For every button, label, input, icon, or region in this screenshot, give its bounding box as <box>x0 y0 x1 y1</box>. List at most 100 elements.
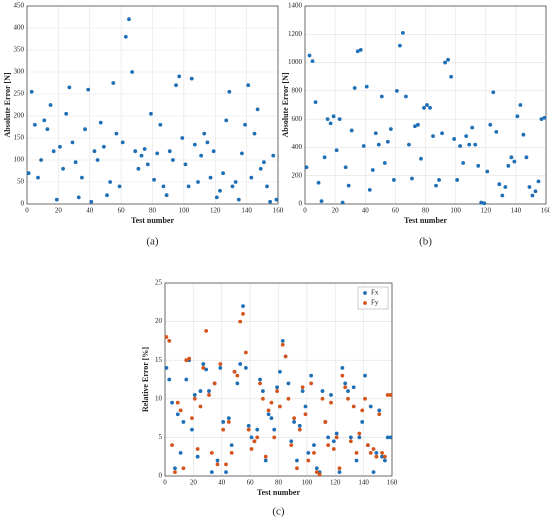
point <box>80 175 84 180</box>
point <box>428 105 432 110</box>
point <box>434 183 438 188</box>
x-tick-label: 140 <box>358 479 369 487</box>
point <box>361 144 366 148</box>
point <box>343 165 348 170</box>
point <box>161 184 166 189</box>
point <box>380 454 384 459</box>
legend-marker <box>363 291 367 295</box>
point <box>394 88 399 93</box>
x-tick-label: 80 <box>275 479 283 487</box>
x-tick-label: 100 <box>450 207 461 215</box>
point <box>413 124 417 129</box>
point <box>252 131 257 136</box>
point <box>178 450 183 455</box>
point <box>518 103 523 107</box>
legend-label: Fy <box>371 299 379 307</box>
point <box>385 139 390 144</box>
x-tick-label: 80 <box>149 207 157 215</box>
point <box>334 435 339 440</box>
point <box>351 404 356 409</box>
point <box>401 30 405 35</box>
point <box>422 105 426 110</box>
point <box>309 381 314 386</box>
point <box>464 134 469 139</box>
point <box>218 362 223 366</box>
point <box>233 180 238 184</box>
point <box>515 114 520 119</box>
point <box>326 435 331 440</box>
point <box>263 454 268 459</box>
point <box>351 385 356 390</box>
point <box>340 200 345 205</box>
point <box>142 147 147 151</box>
y-tick-label: 200 <box>14 112 25 120</box>
caption: (c) <box>272 506 285 518</box>
point <box>192 142 197 147</box>
point <box>340 366 345 370</box>
x-tick-label: 20 <box>332 207 340 215</box>
point <box>309 373 314 378</box>
point <box>320 389 325 393</box>
point <box>313 100 318 105</box>
point <box>29 89 34 94</box>
legend-label: Fx <box>371 289 379 297</box>
point <box>357 435 362 440</box>
point <box>76 195 81 200</box>
point <box>385 435 390 440</box>
point <box>416 122 420 127</box>
point <box>258 166 263 171</box>
point <box>92 149 97 154</box>
point <box>149 111 153 116</box>
point <box>331 439 336 444</box>
x-axis-label: Test number <box>404 216 447 225</box>
point <box>263 458 268 463</box>
point <box>533 189 538 194</box>
point <box>473 142 478 147</box>
point <box>449 74 454 79</box>
point <box>64 111 69 116</box>
x-tick-label: 100 <box>302 479 313 487</box>
point <box>286 381 291 386</box>
point <box>455 178 460 182</box>
point <box>354 458 359 463</box>
point <box>383 458 387 463</box>
point <box>227 89 232 94</box>
point <box>539 117 544 122</box>
point <box>283 354 288 359</box>
point <box>235 373 240 378</box>
point <box>218 188 222 193</box>
point <box>249 447 254 451</box>
point <box>183 162 188 167</box>
point <box>167 377 172 382</box>
point <box>186 184 191 189</box>
point <box>363 373 367 378</box>
point <box>354 450 359 455</box>
point <box>209 450 214 455</box>
point <box>241 304 245 309</box>
point <box>255 107 260 112</box>
x-tick-label: 80 <box>422 207 430 215</box>
point <box>370 168 375 172</box>
point <box>205 140 210 145</box>
point <box>491 90 496 95</box>
point <box>152 177 156 182</box>
point <box>494 129 499 134</box>
point <box>380 450 384 455</box>
point <box>310 59 315 64</box>
point <box>246 427 251 432</box>
y-tick-label: 1400 <box>288 2 303 10</box>
point <box>199 153 204 158</box>
point <box>388 393 393 397</box>
y-tick-label: 600 <box>292 115 303 123</box>
point <box>36 175 40 180</box>
point <box>297 423 302 428</box>
y-tick-label: 15 <box>155 356 163 364</box>
point <box>238 362 243 366</box>
point <box>215 462 220 467</box>
x-tick-label: 160 <box>541 207 550 215</box>
point <box>54 197 59 202</box>
point <box>221 420 226 424</box>
point <box>192 396 197 401</box>
point <box>323 420 328 424</box>
point <box>243 350 248 355</box>
